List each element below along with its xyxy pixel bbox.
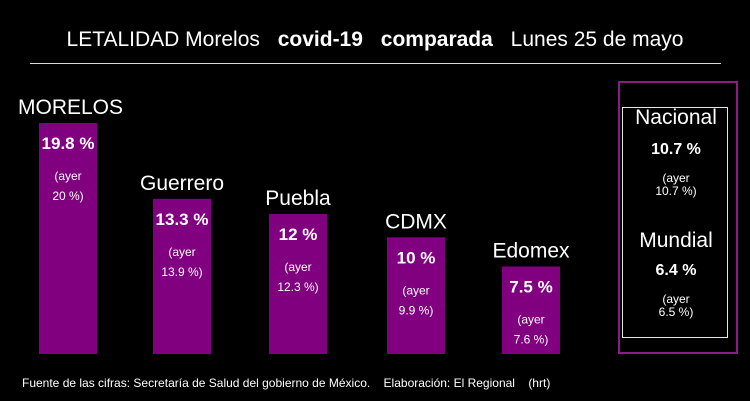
- previous-value: 13.9 %): [161, 265, 202, 279]
- bar-morelos: [39, 123, 97, 354]
- bar-cdmx: [387, 237, 445, 354]
- previous-value: 12.3 %): [277, 280, 318, 294]
- mundial-label: Mundial: [639, 229, 713, 252]
- previous-label: (ayer: [54, 169, 81, 183]
- previous-label: (ayer: [517, 313, 544, 327]
- value-label: 10 %: [397, 248, 436, 267]
- category-label-morelos: MORELOS: [18, 96, 123, 119]
- value-label: 7.5 %: [509, 278, 552, 297]
- previous-label: (ayer: [284, 260, 311, 274]
- nacional-label: Nacional: [635, 106, 717, 129]
- category-label-cdmx: CDMX: [385, 210, 447, 233]
- mundial-prev-line1: (ayer: [662, 292, 690, 306]
- previous-label: (ayer: [402, 283, 429, 297]
- value-label: 19.8 %: [42, 134, 95, 153]
- title-part-2: covid-19: [277, 28, 363, 51]
- bar-guerrero: [153, 198, 211, 354]
- value-label: 13.3 %: [156, 210, 209, 229]
- bar-chart: MORELOS 19.8 % (ayer 20 %) Guerrero 13.3 % (ay…: [18, 96, 570, 354]
- previous-value: 20 %): [52, 189, 83, 203]
- chart-title: LETALIDAD Morelos covid-19 comparada Lun…: [0, 28, 750, 52]
- title-part-3: comparada: [380, 28, 493, 51]
- value-label: 12 %: [279, 225, 318, 244]
- nacional-prev-line1: (ayer: [662, 171, 690, 185]
- mundial-prev-line2: 6.5 %): [658, 305, 694, 319]
- footer-source-text: Fuente de las cifras: Secretaría de Salu…: [22, 376, 371, 390]
- title-date: Lunes 25 de mayo: [510, 28, 684, 51]
- bar-puebla: [269, 214, 327, 354]
- category-label-edomex: Edomex: [492, 240, 570, 263]
- footer-source: Fuente de las cifras: Secretaría de Salu…: [22, 376, 550, 390]
- title-part-1: LETALIDAD Morelos: [66, 28, 260, 51]
- nacional-prev-line2: 10.7 %): [655, 184, 697, 198]
- category-label-puebla: Puebla: [265, 187, 331, 210]
- mundial-value: 6.4 %: [655, 262, 697, 279]
- bar-edomex: [502, 266, 560, 354]
- side-panel-frame: [618, 81, 738, 354]
- category-label-guerrero: Guerrero: [140, 172, 224, 195]
- previous-label: (ayer: [168, 245, 195, 259]
- side-panel-inner: [622, 107, 728, 338]
- previous-value: 7.6 %): [514, 333, 549, 347]
- footer-initials: (hrt): [528, 376, 551, 390]
- footer-credit: Elaboración: El Regional: [383, 376, 515, 390]
- previous-value: 9.9 %): [399, 303, 434, 317]
- nacional-value: 10.7 %: [651, 141, 701, 158]
- title-divider: [30, 63, 721, 64]
